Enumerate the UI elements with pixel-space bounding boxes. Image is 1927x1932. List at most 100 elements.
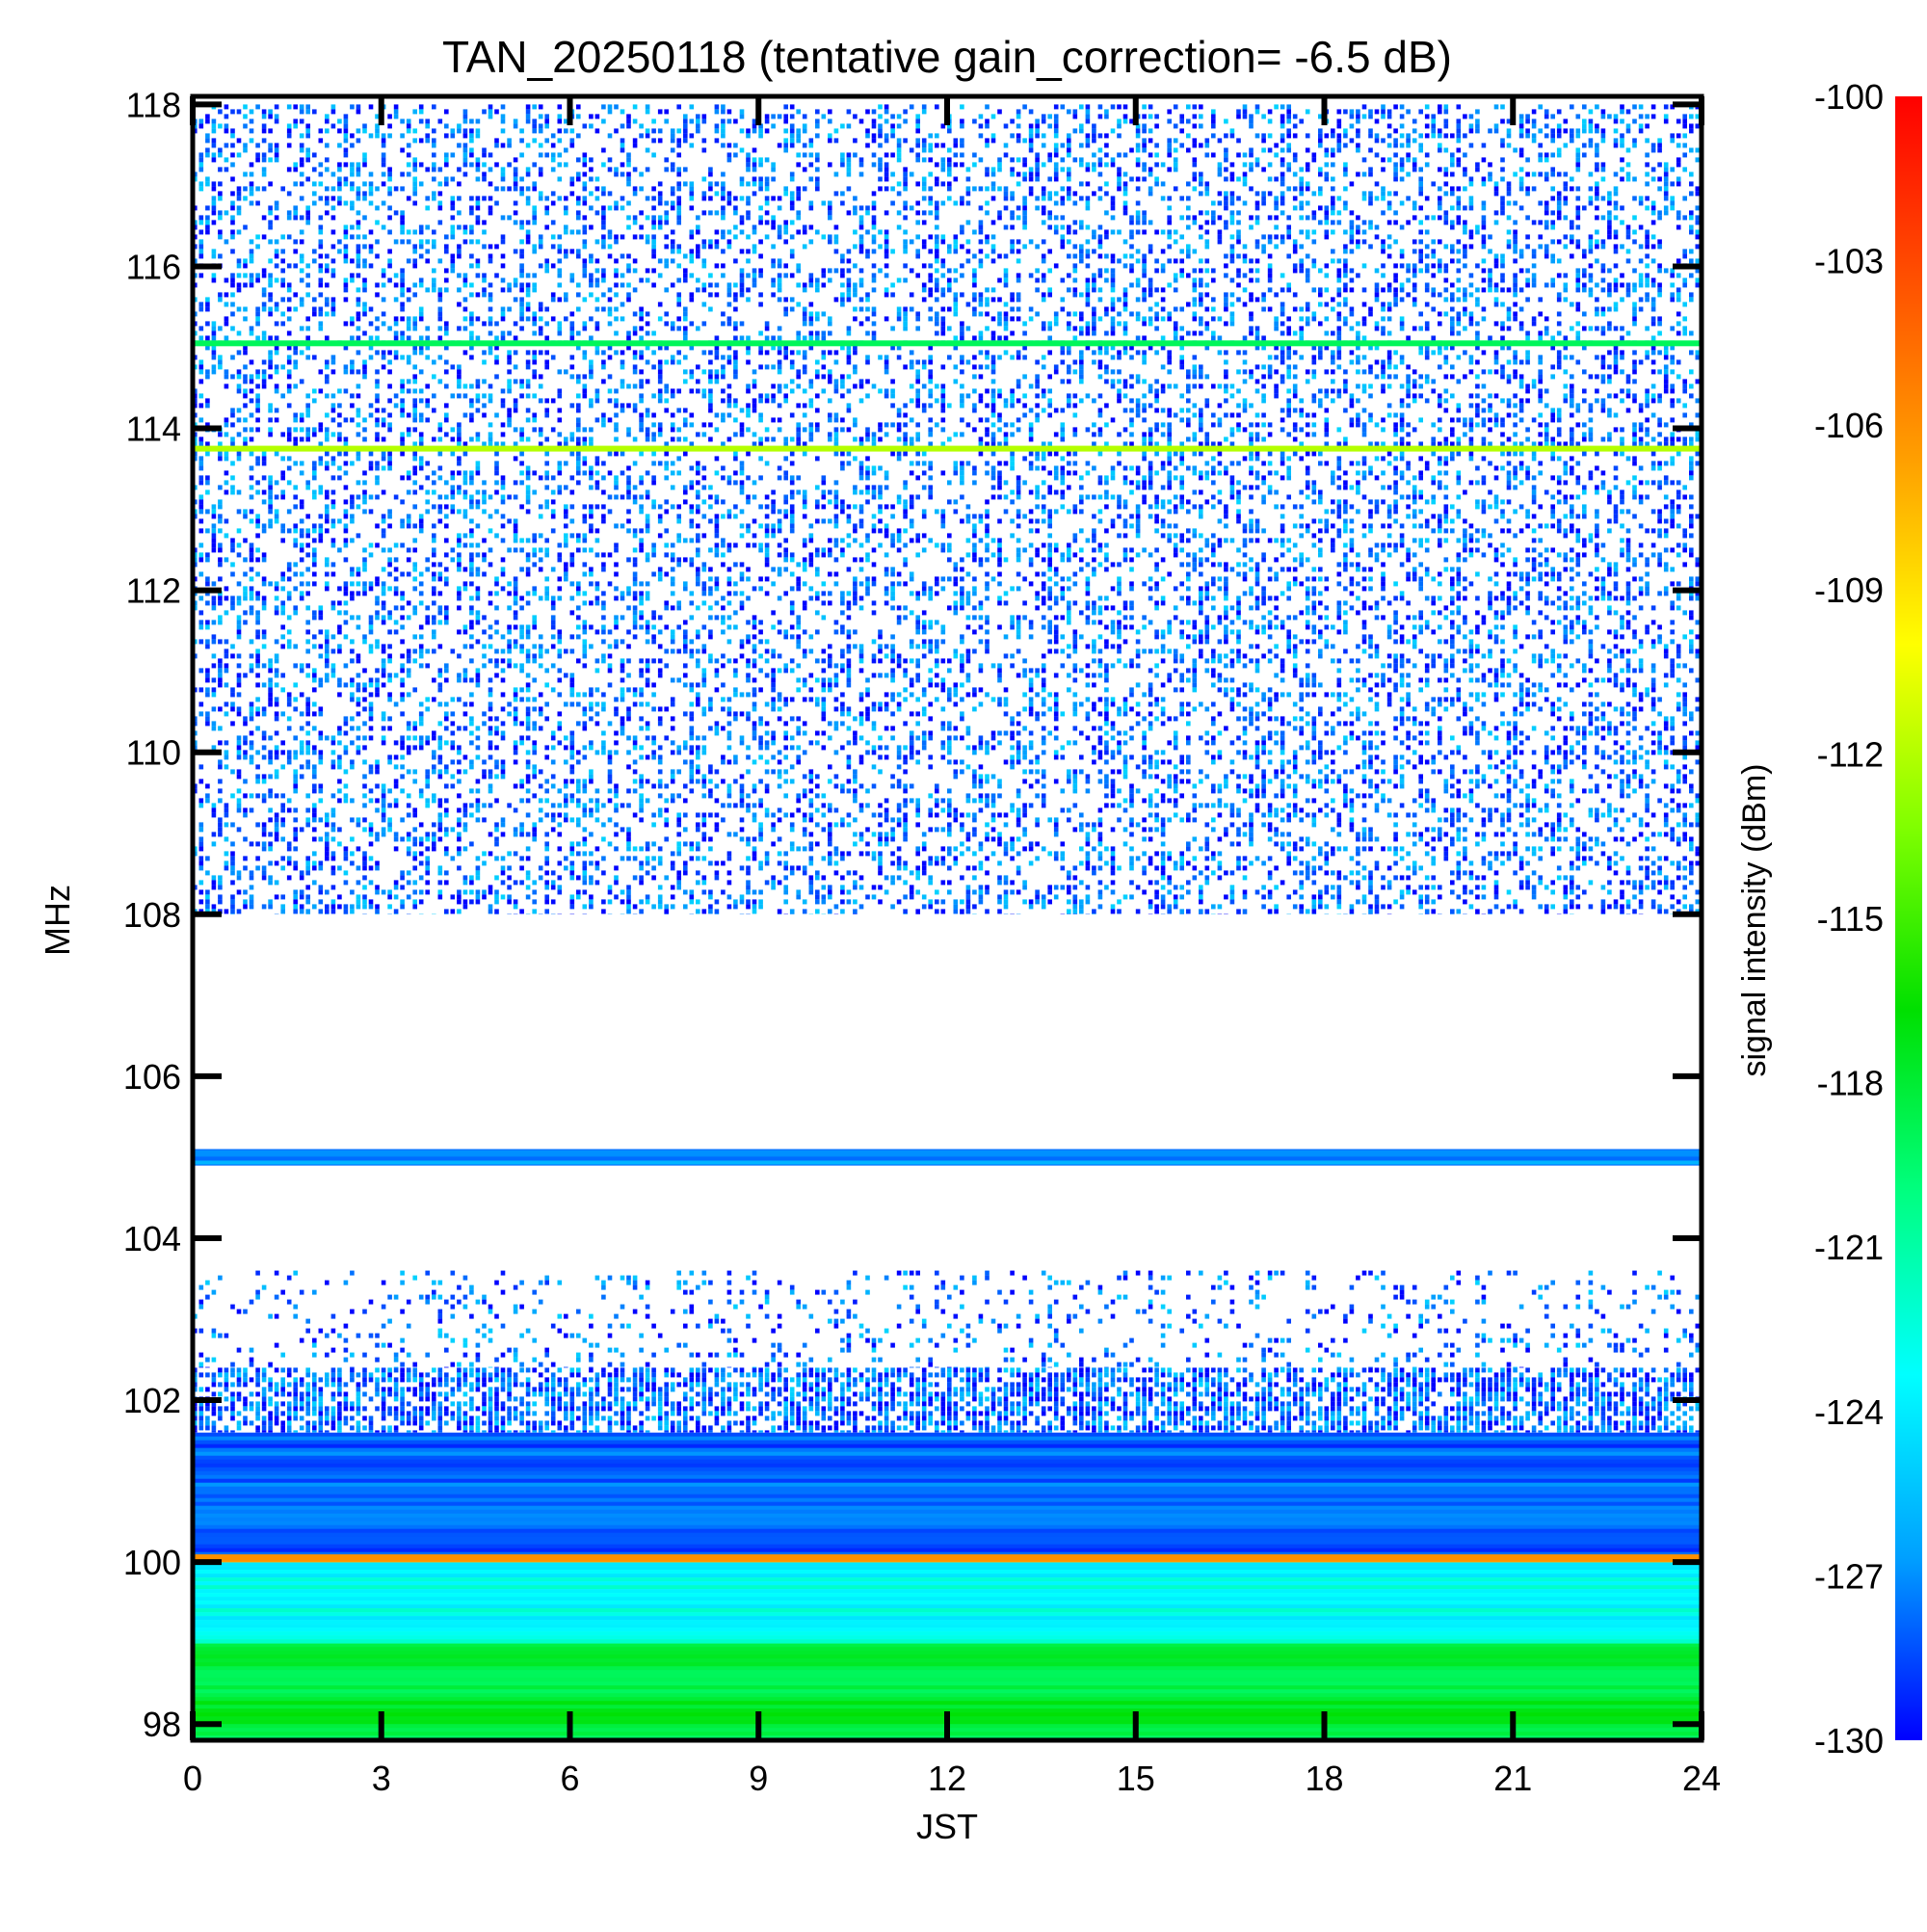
heatmap-cell [369, 191, 374, 196]
heatmap-cell [872, 1338, 877, 1343]
heatmap-cell [872, 1367, 877, 1372]
heatmap-cell [1682, 1425, 1687, 1430]
heatmap-cell [1123, 1406, 1128, 1411]
heatmap-cell [1042, 1363, 1046, 1367]
heatmap-cell [539, 152, 543, 157]
heatmap-cell [1400, 104, 1405, 109]
heatmap-cell [1393, 1401, 1398, 1406]
heatmap-cell [721, 1430, 726, 1432]
heatmap-cell [494, 1430, 499, 1432]
heatmap-cell [1123, 186, 1128, 191]
heatmap-cell [356, 104, 361, 109]
heatmap-cell [1249, 1420, 1254, 1425]
heatmap-cell [1595, 191, 1599, 196]
heatmap-cell [746, 1382, 751, 1387]
heatmap-cell [1261, 133, 1266, 138]
heatmap-cell [1494, 123, 1499, 128]
heatmap-cell [1047, 1285, 1052, 1290]
heatmap-cell [293, 1387, 298, 1391]
heatmap-cell [935, 133, 939, 138]
heatmap-cell [350, 1372, 355, 1377]
heatmap-cell [1079, 1329, 1084, 1334]
heatmap-cell [1450, 1363, 1455, 1367]
heatmap-cell [853, 196, 858, 200]
heatmap-cell [463, 1343, 468, 1348]
heatmap-cell [482, 1377, 487, 1382]
heatmap-cell [815, 1329, 820, 1334]
heatmap-cell [1425, 162, 1430, 167]
heatmap-cell [1111, 1377, 1116, 1382]
heatmap-cell [1236, 114, 1241, 119]
heatmap-cell [1457, 1281, 1462, 1285]
heatmap-cell [1418, 143, 1423, 147]
heatmap-cell [344, 176, 349, 181]
heatmap-cell [790, 196, 795, 200]
heatmap-cell [1620, 109, 1624, 114]
heatmap-cell [1161, 196, 1166, 200]
heatmap-cell [1098, 1319, 1103, 1324]
heatmap-cell [1393, 128, 1398, 133]
heatmap-cell [1664, 1367, 1669, 1372]
heatmap-cell [903, 138, 908, 143]
heatmap-cell [1010, 1358, 1015, 1363]
heatmap-cell [344, 1348, 349, 1353]
heatmap-cell [1400, 1387, 1405, 1391]
heatmap-cell [1086, 1411, 1091, 1416]
heatmap-cell [1092, 1430, 1096, 1432]
heatmap-cell [1079, 1285, 1084, 1290]
heatmap-cell [1494, 1416, 1499, 1420]
heatmap-cell [1022, 196, 1027, 200]
heatmap-cell [758, 1382, 763, 1387]
heatmap-cell [1199, 1377, 1203, 1382]
heatmap-cell [1104, 1420, 1109, 1425]
heatmap-cell [1054, 1338, 1059, 1343]
heatmap-cell [1035, 157, 1040, 162]
heatmap-cell [1067, 1319, 1071, 1324]
heatmap-cell [1161, 1401, 1166, 1406]
heatmap-cell [564, 1406, 568, 1411]
heatmap-cell [1174, 157, 1178, 162]
heatmap-cell [255, 1372, 260, 1377]
heatmap-cell [985, 1377, 990, 1382]
heatmap-cell [1576, 1281, 1581, 1285]
heatmap-cell [1513, 1338, 1518, 1343]
heatmap-cell [519, 1334, 524, 1338]
heatmap-cell [1022, 1358, 1027, 1363]
heatmap-cell [1035, 1430, 1040, 1432]
heatmap-cell [708, 1411, 713, 1416]
heatmap-cell [1293, 186, 1298, 191]
heatmap-cell [664, 109, 669, 114]
heatmap-cell [558, 1425, 563, 1430]
heatmap-cell [1193, 186, 1198, 191]
heatmap-cell [1362, 1329, 1367, 1334]
heatmap-cell [890, 1367, 895, 1372]
heatmap-cell [243, 1406, 248, 1411]
heatmap-cell [1255, 1401, 1260, 1406]
heatmap-cell [1167, 1382, 1172, 1387]
heatmap-cell [425, 1396, 430, 1401]
chart-title: TAN_20250118 (tentative gain_correction=… [442, 32, 1452, 82]
heatmap-cell [1457, 147, 1462, 152]
heatmap-cell [1614, 186, 1619, 191]
heatmap-cell [268, 143, 273, 147]
heatmap-cell [903, 109, 908, 114]
heatmap-cell [1086, 1401, 1091, 1406]
heatmap-cell [1450, 1276, 1455, 1281]
heatmap-cell [1696, 1324, 1701, 1329]
heatmap-cell [664, 1425, 669, 1430]
heatmap-cell [1261, 1295, 1266, 1300]
heatmap-cell [412, 167, 417, 172]
heatmap-cell [564, 1411, 568, 1416]
heatmap-cell [1482, 1430, 1487, 1432]
heatmap-cell [1261, 138, 1266, 143]
heatmap-cell [1193, 1416, 1198, 1420]
heatmap-cell [651, 1377, 656, 1382]
heatmap-cell [960, 1387, 964, 1391]
heatmap-cell [469, 128, 474, 133]
heatmap-cell [1387, 114, 1392, 119]
heatmap-cell [514, 1305, 518, 1310]
heatmap-cell [1280, 1406, 1285, 1411]
heatmap-cell [796, 191, 801, 196]
heatmap-cell [476, 1367, 481, 1372]
heatmap-cell [1029, 1382, 1034, 1387]
